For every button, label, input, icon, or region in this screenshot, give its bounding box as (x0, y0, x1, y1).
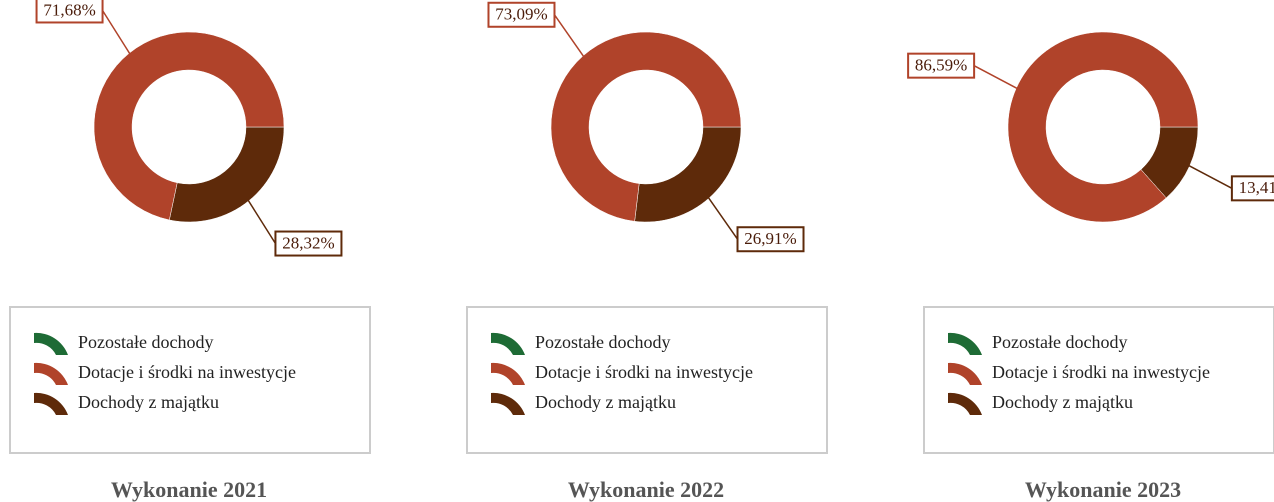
data-label-box (35, 0, 104, 24)
data-label: 13,41% (1239, 178, 1274, 197)
legend-icon (948, 392, 982, 415)
legend-label: Dotacje i środki na inwestycje (992, 362, 1210, 382)
data-label-box (487, 1, 556, 28)
donut-slice (169, 126, 285, 223)
data-label-box (274, 230, 343, 257)
leader-line (973, 64, 1019, 90)
data-label: 71,68% (43, 0, 95, 19)
legend-icon (948, 332, 982, 355)
legend-label: Dotacje i środki na inwestycje (535, 362, 753, 382)
leader-line (553, 14, 585, 58)
legend-icon (491, 392, 525, 415)
data-label-box (907, 52, 976, 79)
data-label: 26,91% (744, 229, 796, 248)
data-label-box (736, 226, 805, 253)
leader-line (707, 196, 739, 240)
legend-label: Dotacje i środki na inwestycje (78, 362, 296, 382)
donut-slice (1007, 31, 1199, 223)
legend-icon (34, 332, 68, 355)
data-label-box (1230, 175, 1274, 202)
legend-box (466, 306, 828, 454)
leader-line (246, 198, 277, 244)
legend-icon (491, 362, 525, 385)
legend-icon (948, 362, 982, 385)
legend-label: Pozostałe dochody (992, 332, 1127, 352)
legend-label: Dochody z majątku (78, 392, 219, 412)
donut-slice (550, 31, 742, 222)
leader-line (101, 10, 132, 56)
legend-icon (34, 392, 68, 415)
legend-label: Dochody z majątku (992, 392, 1133, 412)
leader-line (1187, 164, 1233, 190)
legend-box (923, 306, 1274, 454)
legend-label: Dochody z majątku (535, 392, 676, 412)
chart-title: Wykonanie 2022 (568, 477, 724, 502)
donut-slice (93, 31, 285, 221)
legend-box (9, 306, 371, 454)
chart-title: Wykonanie 2021 (111, 477, 267, 502)
data-label: 73,09% (495, 5, 547, 24)
legend-icon (34, 362, 68, 385)
donut-slice (634, 126, 742, 223)
legend-icon (491, 332, 525, 355)
legend-label: Pozostałe dochody (78, 332, 213, 352)
chart-title: Wykonanie 2023 (1025, 477, 1181, 502)
data-label: 86,59% (915, 56, 967, 75)
legend-label: Pozostałe dochody (535, 332, 670, 352)
data-label: 28,32% (282, 233, 334, 252)
